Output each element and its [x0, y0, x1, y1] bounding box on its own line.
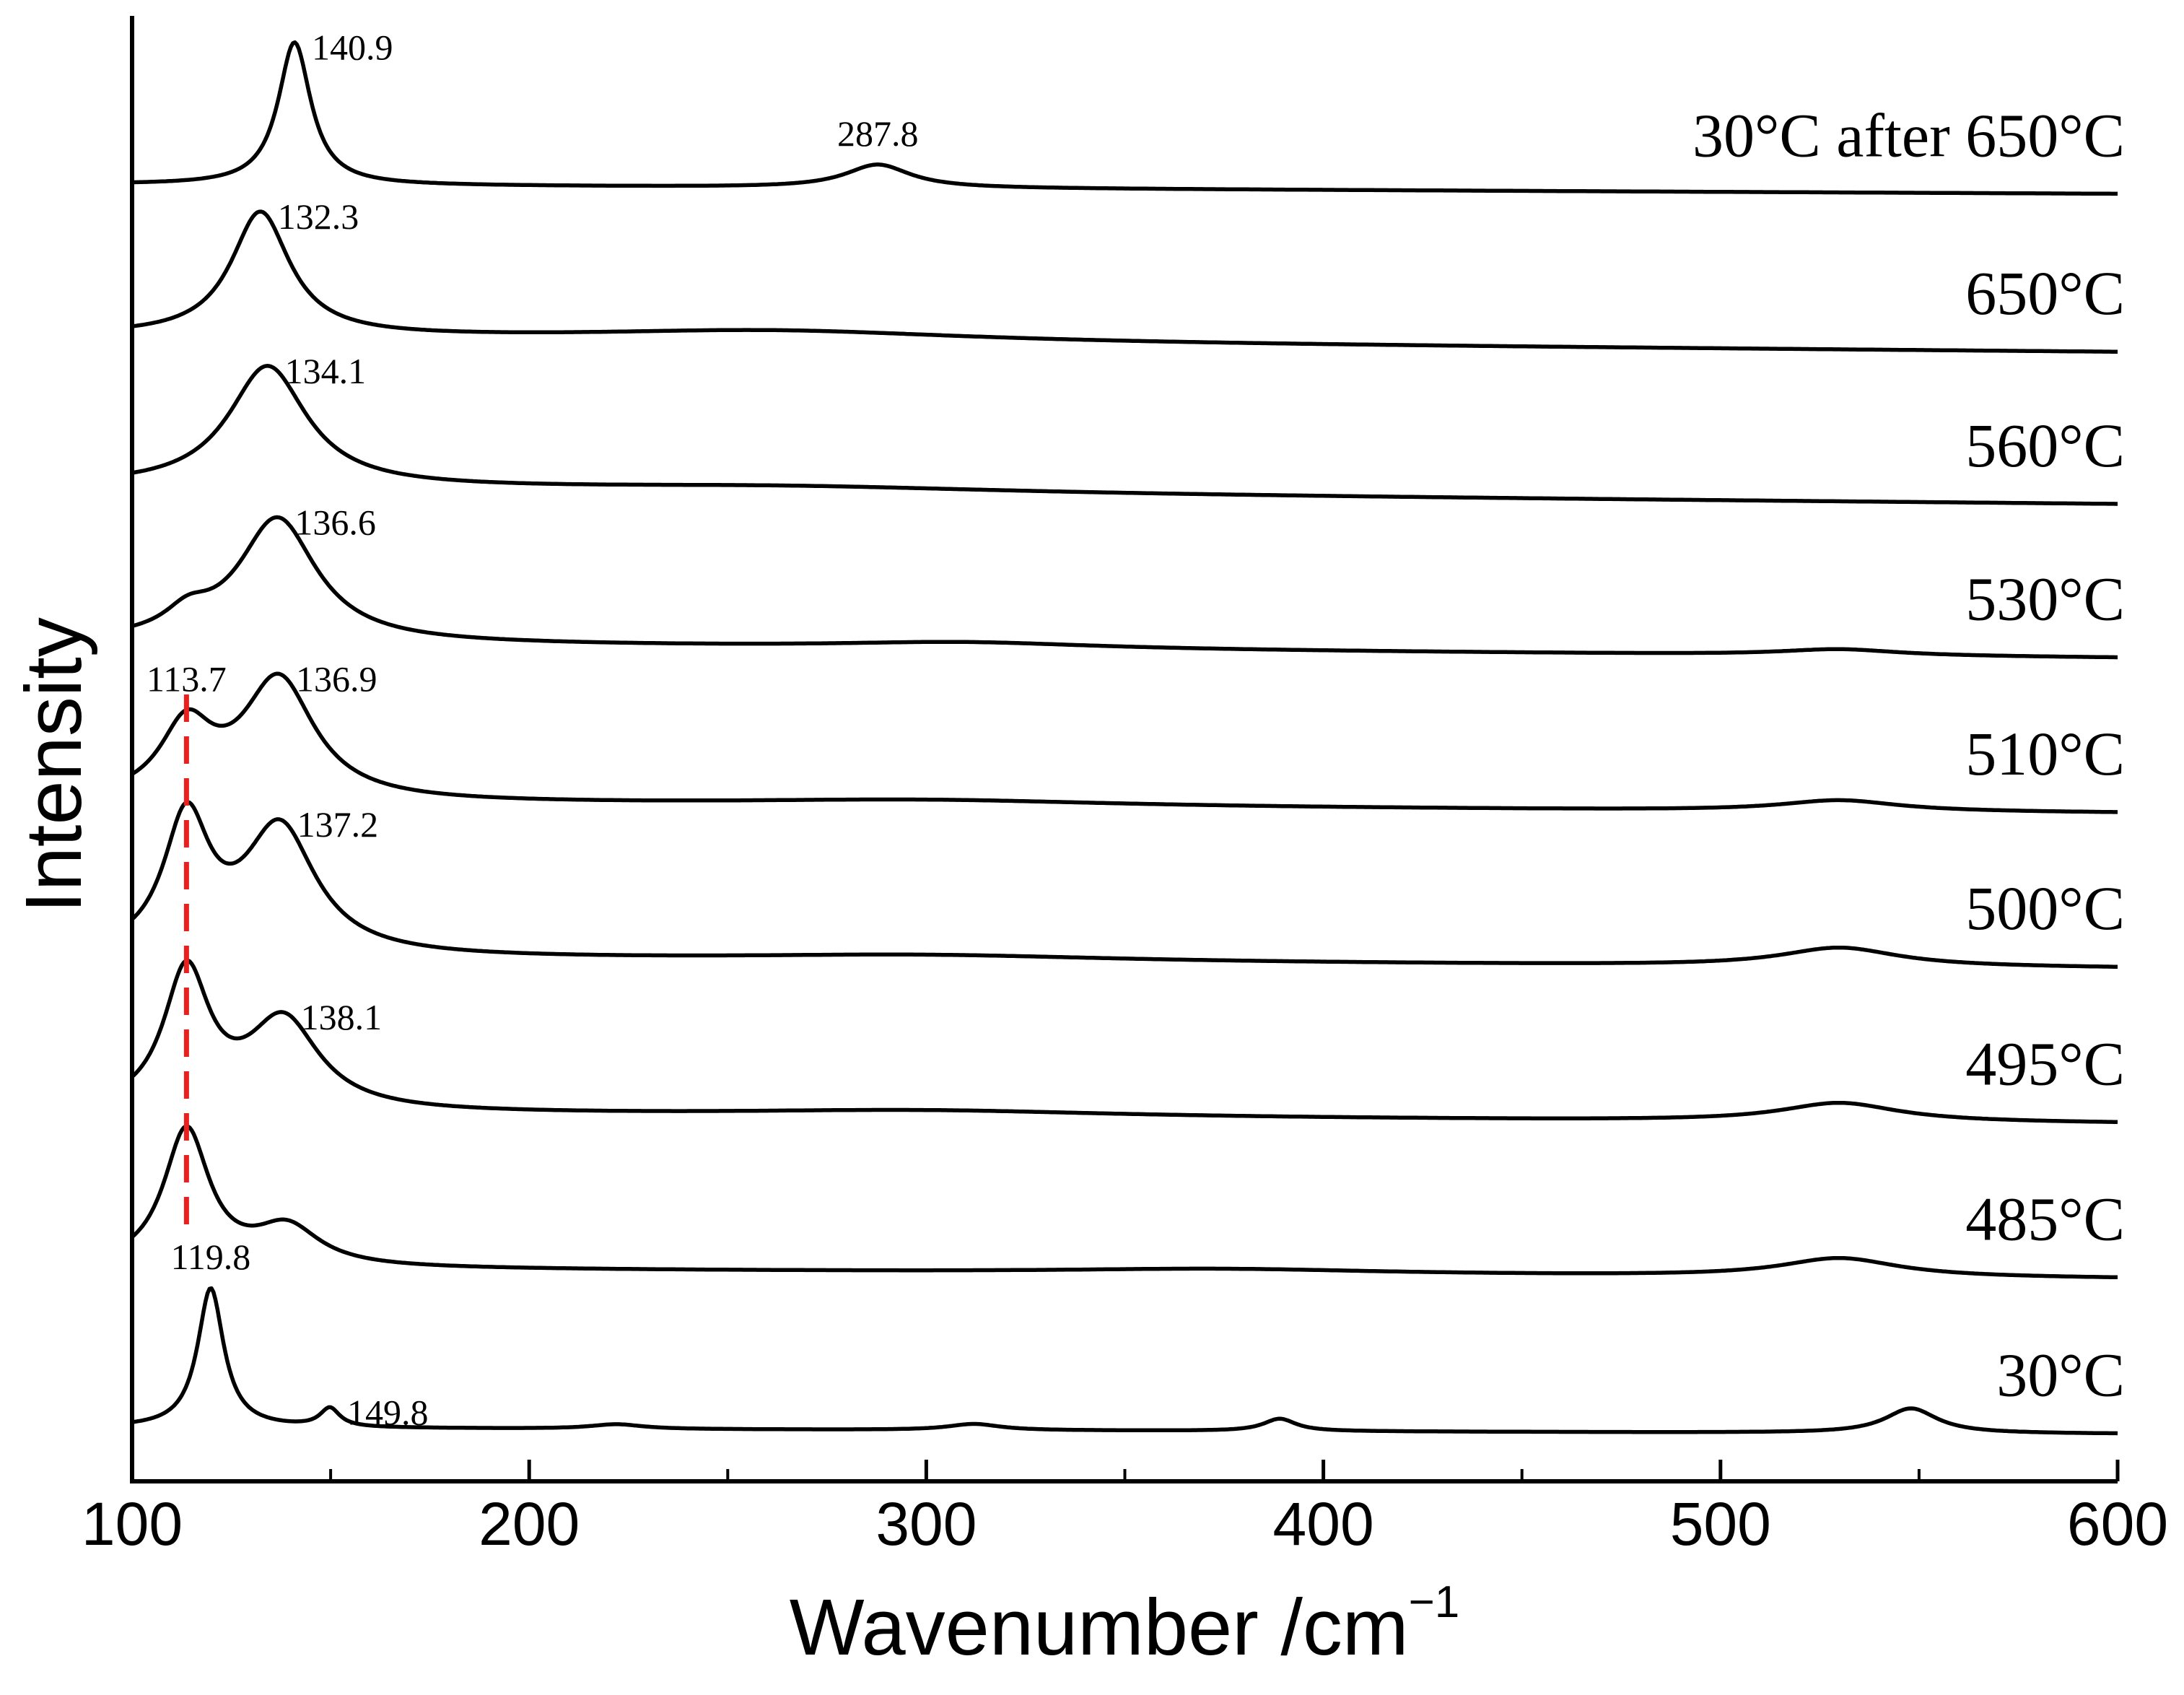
trace-0: [132, 40, 2118, 196]
trace-4: [131, 671, 2118, 814]
x-tick-label: 400: [1273, 1490, 1374, 1558]
trace-6: [131, 958, 2118, 1125]
x-ticks: 100 200 300 400 500 600: [82, 1460, 2168, 1558]
series-label-6: 495°C: [1965, 1029, 2125, 1098]
series-label-1: 650°C: [1965, 258, 2125, 328]
x-tick-label: 100: [82, 1490, 183, 1558]
peak-label: 140.9: [312, 27, 393, 68]
trace-5: [131, 800, 2118, 969]
peak-label: 138.1: [301, 997, 383, 1037]
series-labels: 30°C after 650°C 650°C 560°C 530°C 510°C 500°…: [1692, 100, 2125, 1409]
peak-label: 134.1: [285, 351, 367, 391]
peak-labels: 140.9 287.8 132.3 134.1 136.6 113.7 136.9 137.2…: [147, 27, 918, 1433]
peak-label: 113.7: [147, 658, 227, 699]
peak-label: 149.8: [347, 1392, 429, 1432]
series-label-5: 500°C: [1965, 873, 2125, 943]
traces: [131, 40, 2118, 1436]
series-label-0: 30°C after 650°C: [1692, 100, 2125, 170]
peak-label: 136.6: [294, 502, 375, 542]
x-tick-label: 300: [875, 1490, 977, 1558]
series-label-7: 485°C: [1965, 1184, 2125, 1253]
trace-3: [131, 515, 2118, 660]
series-label-2: 560°C: [1965, 411, 2125, 480]
series-label-3: 530°C: [1965, 564, 2125, 633]
peak-label: 287.8: [837, 113, 919, 154]
peak-label: 136.9: [296, 658, 377, 699]
trace-8: [131, 1286, 2118, 1436]
trace-7: [131, 1124, 2118, 1280]
trace-1: [131, 209, 2118, 354]
x-axis-title: Wavenumber /cm−1: [790, 1577, 1460, 1672]
x-axis-title-superscript: −1: [1409, 1577, 1460, 1627]
trace-2: [131, 364, 2118, 506]
y-axis-title: Intensity: [9, 617, 98, 913]
series-label-4: 510°C: [1965, 719, 2125, 788]
x-tick-label: 200: [479, 1490, 580, 1558]
series-label-8: 30°C: [1996, 1340, 2125, 1409]
peak-label: 137.2: [297, 804, 379, 845]
x-tick-label: 500: [1670, 1490, 1771, 1558]
peak-label: 132.3: [278, 196, 359, 237]
x-axis-title-text: Wavenumber /cm: [790, 1583, 1409, 1672]
x-tick-label: 600: [2067, 1490, 2168, 1558]
peak-label: 119.8: [171, 1237, 251, 1277]
